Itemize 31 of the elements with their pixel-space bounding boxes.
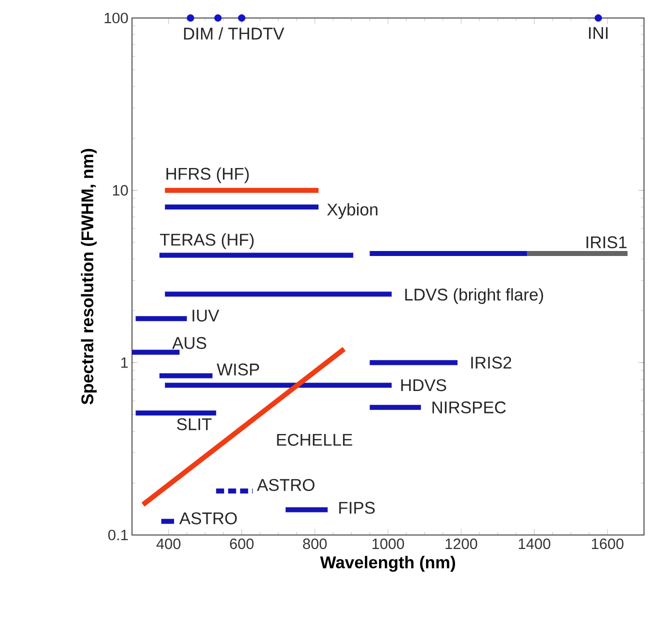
series-label: HDVS <box>401 379 446 392</box>
y-axis-title: Spectral resolution (FWHM, nm) <box>80 148 97 404</box>
y-tick-label: 100 <box>104 12 128 24</box>
series-label: WISP <box>216 364 260 376</box>
series-label: IUV <box>192 310 220 322</box>
series-label: NIRSPEC <box>432 401 506 414</box>
series-label: IRIS1 <box>586 236 627 248</box>
y-tick-label: 10 <box>113 185 128 196</box>
series-label: FIPS <box>339 502 375 514</box>
series-label: LDVS (bright flare) <box>405 288 544 304</box>
x-axis-title: Wavelength (nm) <box>320 556 456 572</box>
series-label: ASTRO <box>256 479 314 491</box>
series-label: IRIS2 <box>471 356 512 369</box>
series-label: DIM / THDTV <box>184 27 284 40</box>
series-label: TERAS (HF) <box>160 233 254 250</box>
series-label: INI <box>589 27 608 39</box>
series-label: AUS <box>172 337 206 349</box>
x-tick-label: 800 <box>303 538 327 550</box>
x-tick-label: 1400 <box>518 538 550 550</box>
x-tick-label: 1200 <box>446 538 478 550</box>
y-tick-label: 1 <box>121 358 128 368</box>
x-tick-label: 400 <box>156 538 180 550</box>
series-label: Xybion <box>327 203 378 219</box>
y-tick-label: 0.1 <box>108 530 128 540</box>
x-tick-label: 600 <box>230 538 254 550</box>
series-label: ECHELLE <box>277 434 352 446</box>
series-label: SLIT <box>177 418 212 430</box>
x-tick-label: 1600 <box>592 538 624 550</box>
series-label: ASTRO <box>179 512 237 524</box>
x-tick-label: 1000 <box>372 538 404 550</box>
series-label: HFRS (HF) <box>166 167 249 184</box>
